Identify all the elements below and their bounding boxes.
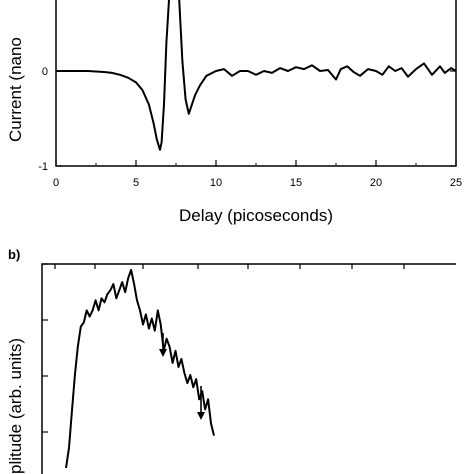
panel-a-y-tick-label: -1 (38, 161, 48, 173)
panel-b-ylabel: plitude (arb. units) (6, 338, 25, 474)
panel-b-frame (41, 263, 456, 474)
panel-b-series-line (65, 269, 215, 469)
panel-a-y-tick-label: 0 (42, 66, 48, 78)
panel-a-x-tick-label: 20 (370, 177, 382, 189)
panel-a-ylabel: Current (nano (6, 37, 25, 142)
panel-a-x-tick-label: 5 (133, 177, 139, 189)
panel-b-arrow-head (159, 349, 167, 357)
panel-a-x-tick-label: 10 (210, 177, 222, 189)
panel-b: b) plitude (arb. units) (6, 247, 456, 474)
panel-b-label: b) (8, 247, 20, 262)
panel-a-x-tick-label: 0 (53, 177, 59, 189)
panel-a-xlabel: Delay (picoseconds) (179, 206, 333, 225)
panel-a-x-tick-label: 15 (290, 177, 302, 189)
panel-a: Current (nano Delay (picoseconds) 0 5 10 15… (6, 0, 462, 225)
panel-a-series-line (56, 0, 457, 151)
panel-a-x-tick-label: 25 (450, 177, 462, 189)
panel-a-frame (55, 0, 457, 167)
panel-b-arrow-head (197, 412, 205, 420)
